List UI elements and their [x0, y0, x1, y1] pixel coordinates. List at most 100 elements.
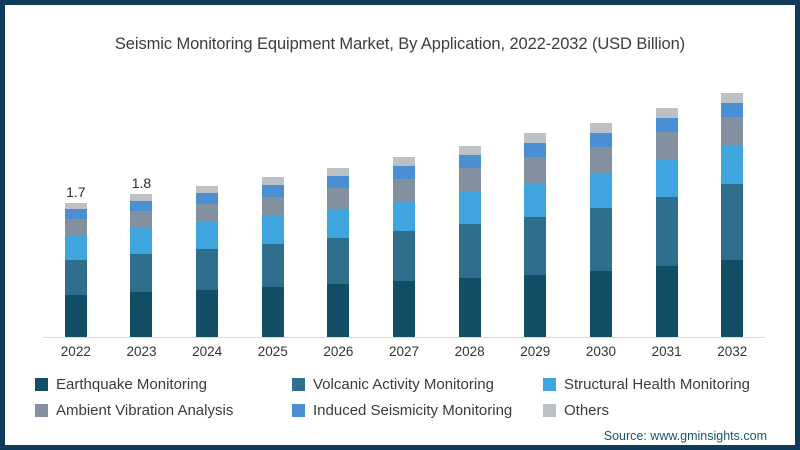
- x-axis-tick-label: 2028: [454, 344, 485, 359]
- bar-segment: [327, 209, 350, 238]
- bar-segment: [261, 244, 284, 287]
- bar-stack: [589, 123, 612, 337]
- bar-stack: [721, 93, 744, 337]
- x-axis-tick-label: 2029: [520, 344, 551, 359]
- bar-segment: [130, 228, 153, 254]
- bar-stack: [458, 146, 481, 337]
- bar-segment: [458, 168, 481, 192]
- bar-segment: [393, 201, 416, 231]
- bar-segment: [721, 260, 744, 337]
- bar-segment: [524, 133, 547, 143]
- bar-stack: [655, 108, 678, 337]
- bar-segment: [261, 185, 284, 197]
- x-axis-tick-label: 2030: [585, 344, 616, 359]
- legend-swatch: [543, 377, 556, 391]
- bar-column-2023: 1.8: [109, 77, 175, 337]
- legend-item: Volcanic Activity Monitoring: [292, 374, 543, 394]
- bar-segment: [196, 193, 219, 204]
- bar-value-label: 1.8: [131, 175, 152, 191]
- bar-stack: [261, 177, 284, 337]
- source-note: Source: www.gminsights.com: [603, 429, 767, 443]
- bar-segment: [393, 157, 416, 166]
- legend-swatch: [35, 403, 48, 417]
- bar-segment: [261, 287, 284, 337]
- bar-segment: [458, 155, 481, 168]
- bar-segment: [524, 275, 547, 337]
- bar-segment: [261, 216, 284, 244]
- bar-segment: [130, 254, 153, 292]
- bar-column-2026: [306, 77, 372, 337]
- legend-item: Ambient Vibration Analysis: [35, 400, 292, 420]
- legend-swatch: [35, 377, 48, 391]
- bar-stack: [64, 203, 87, 337]
- bar-stack: [327, 168, 350, 337]
- bar-column-2028: [437, 77, 503, 337]
- bar-segment: [721, 184, 744, 260]
- bar-segment: [655, 160, 678, 197]
- bar-segment: [655, 266, 678, 337]
- x-axis-tick-label: 2023: [126, 344, 157, 359]
- legend-label: Ambient Vibration Analysis: [56, 401, 234, 419]
- bar-segment: [327, 238, 350, 284]
- bar-segment: [589, 123, 612, 133]
- bar-segment: [458, 146, 481, 155]
- legend-swatch: [292, 403, 305, 417]
- bar-segment: [130, 211, 153, 228]
- bar-segment: [721, 146, 744, 184]
- legend-swatch: [292, 377, 305, 391]
- bar-segment: [524, 143, 547, 157]
- legend-swatch: [543, 403, 556, 417]
- bar-segment: [130, 201, 153, 211]
- bar-segment: [655, 132, 678, 160]
- x-axis-tick-label: 2024: [192, 344, 223, 359]
- x-axis-tick-label: 2022: [60, 344, 91, 359]
- bar-segment: [130, 292, 153, 337]
- bar-segment: [327, 168, 350, 176]
- legend-item: Structural Health Monitoring: [543, 374, 750, 394]
- x-axis-tick-label: 2025: [257, 344, 288, 359]
- bar-segment: [327, 284, 350, 337]
- bar-segment: [64, 260, 87, 295]
- bar-segment: [64, 235, 87, 260]
- bar-value-label: 1.7: [66, 184, 86, 200]
- x-axis-labels: 2022 2023 2024 2025 2026 2027 2028 2029 2030 2031…: [43, 344, 765, 362]
- bar-column-2030: [568, 77, 634, 337]
- bar-column-2032: [699, 77, 765, 337]
- bar-stack: [130, 194, 153, 337]
- bar-segment: [655, 118, 678, 132]
- bar-segment: [524, 217, 547, 275]
- bar-segment: [393, 179, 416, 201]
- bar-column-2027: [371, 77, 437, 337]
- bar-segment: [393, 166, 416, 179]
- bar-segment: [655, 197, 678, 266]
- legend-label: Induced Seismicity Monitoring: [313, 401, 513, 419]
- bar-segment: [64, 203, 87, 209]
- legend-item: Others: [543, 400, 750, 420]
- bar-segment: [721, 93, 744, 103]
- bar-segment: [64, 295, 87, 337]
- bar-segment: [458, 224, 481, 278]
- bar-segment: [64, 219, 87, 235]
- bar-segment: [589, 133, 612, 147]
- bar-column-2031: [634, 77, 700, 337]
- bar-segment: [327, 176, 350, 188]
- bar-segment: [393, 281, 416, 337]
- bar-stack: [196, 186, 219, 337]
- bar-segment: [721, 103, 744, 117]
- x-axis-tick-label: 2032: [717, 344, 748, 359]
- legend-label: Others: [564, 401, 610, 419]
- bar-stack: [393, 157, 416, 337]
- bar-segment: [458, 192, 481, 224]
- legend-item: Induced Seismicity Monitoring: [292, 400, 543, 420]
- bar-segment: [589, 147, 612, 173]
- bar-segment: [393, 231, 416, 281]
- bar-segment: [327, 188, 350, 209]
- bar-segment: [196, 290, 219, 337]
- bar-segment: [589, 208, 612, 271]
- bar-segment: [524, 183, 547, 217]
- bar-segment: [721, 117, 744, 146]
- bar-column-2022: 1.7: [43, 77, 109, 337]
- legend-label: Earthquake Monitoring: [56, 375, 207, 393]
- bar-segment: [130, 194, 153, 201]
- bar-segment: [589, 271, 612, 337]
